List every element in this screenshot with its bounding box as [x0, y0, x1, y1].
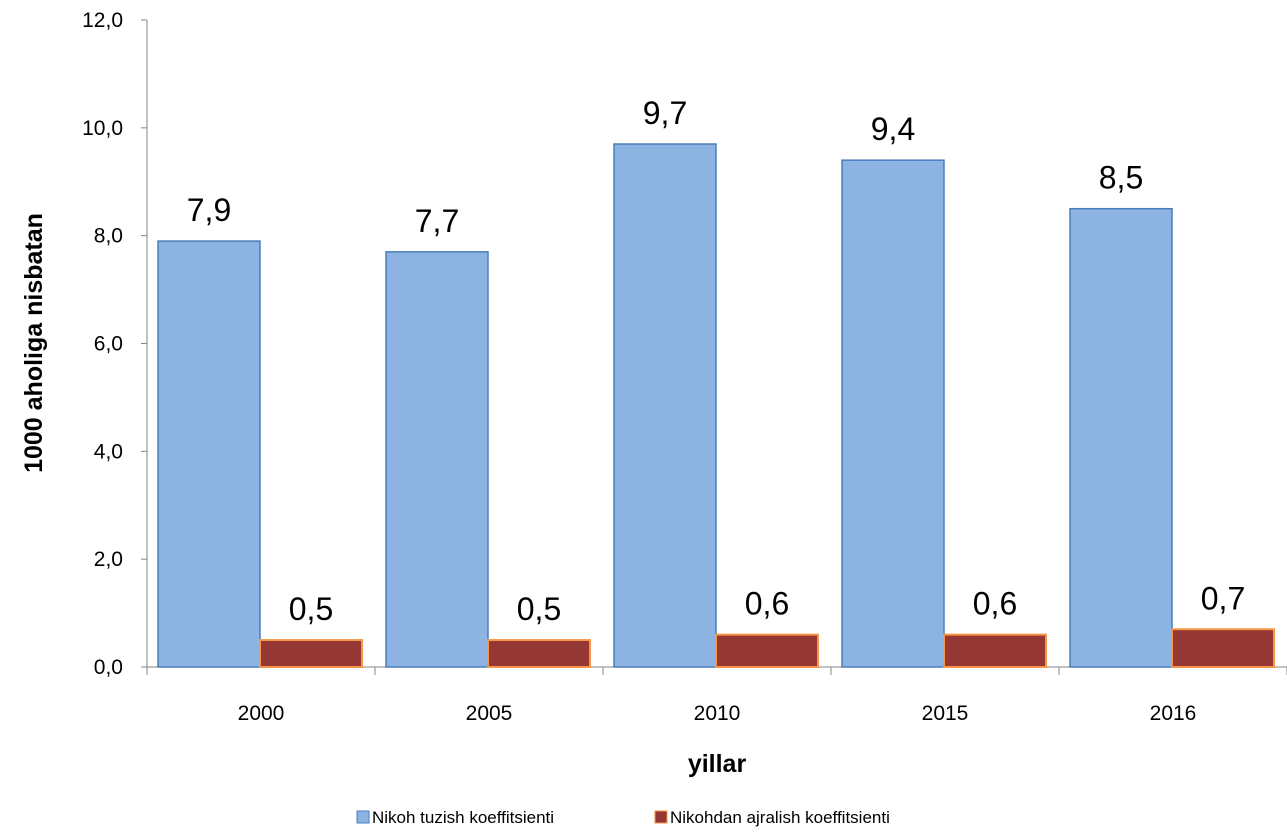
x-tick-label: 2010	[694, 702, 741, 725]
y-tick-label: 2,0	[94, 548, 123, 571]
bar-nikohdan-ajralish	[943, 633, 1047, 669]
y-tick-label: 6,0	[94, 333, 123, 356]
bar-value-label: 0,5	[517, 591, 561, 627]
y-tick-label: 4,0	[94, 440, 123, 463]
bar-nikohdan-ajralish	[715, 633, 819, 669]
y-tick-label: 0,0	[94, 656, 123, 679]
y-tick-label: 12,0	[82, 9, 123, 32]
y-tick-label: 8,0	[94, 225, 123, 248]
legend: Nikoh tuzish koeffitsienti Nikohdan ajra…	[356, 808, 890, 827]
bar-value-label: 0,6	[973, 586, 1017, 622]
bar-value-label: 0,5	[289, 591, 333, 627]
bar-value-label: 9,4	[871, 111, 915, 147]
legend-label-nikohdan-ajralish: Nikohdan ajralish koeffitsienti	[670, 808, 890, 827]
legend-swatch-nikohdan-ajralish	[654, 810, 668, 824]
data-labels: 7,9 7,7 9,7 9,4 8,5 0,5 0,5 0,6 0,6 0,7	[187, 95, 1245, 627]
x-tick-label: 2005	[466, 702, 513, 725]
legend-swatch-nikoh-tuzish	[356, 810, 370, 824]
y-tick-label: 10,0	[82, 117, 123, 140]
bar-value-label: 7,7	[415, 203, 459, 239]
bar-nikohdan-ajralish	[487, 639, 591, 669]
x-tick-label: 2015	[922, 702, 969, 725]
legend-label-nikoh-tuzish: Nikoh tuzish koeffitsienti	[372, 808, 554, 827]
bar-value-label: 8,5	[1099, 160, 1143, 196]
bar-nikoh-tuzish	[1069, 207, 1173, 668]
bar-nikohdan-ajralish	[1171, 628, 1275, 669]
axes: 0,0 2,0 4,0 6,0 8,0 10,0 12,0 2000 2005 2010 2015 2…	[82, 9, 1287, 725]
bar-nikoh-tuzish	[841, 159, 945, 668]
bars	[157, 143, 1275, 669]
bar-value-label: 7,9	[187, 192, 231, 228]
bar-nikohdan-ajralish	[259, 639, 363, 669]
x-tick-label: 2000	[238, 702, 285, 725]
bar-value-label: 0,7	[1201, 580, 1245, 616]
y-axis-title: 1000 aholiga nisbatan	[20, 213, 48, 473]
bar-value-label: 9,7	[643, 95, 687, 131]
x-axis-title: yillar	[688, 750, 747, 778]
bar-nikoh-tuzish	[613, 143, 717, 668]
x-tick-label: 2016	[1150, 702, 1197, 725]
bar-nikoh-tuzish	[157, 240, 261, 668]
bar-nikoh-tuzish	[385, 251, 489, 668]
bar-value-label: 0,6	[745, 586, 789, 622]
